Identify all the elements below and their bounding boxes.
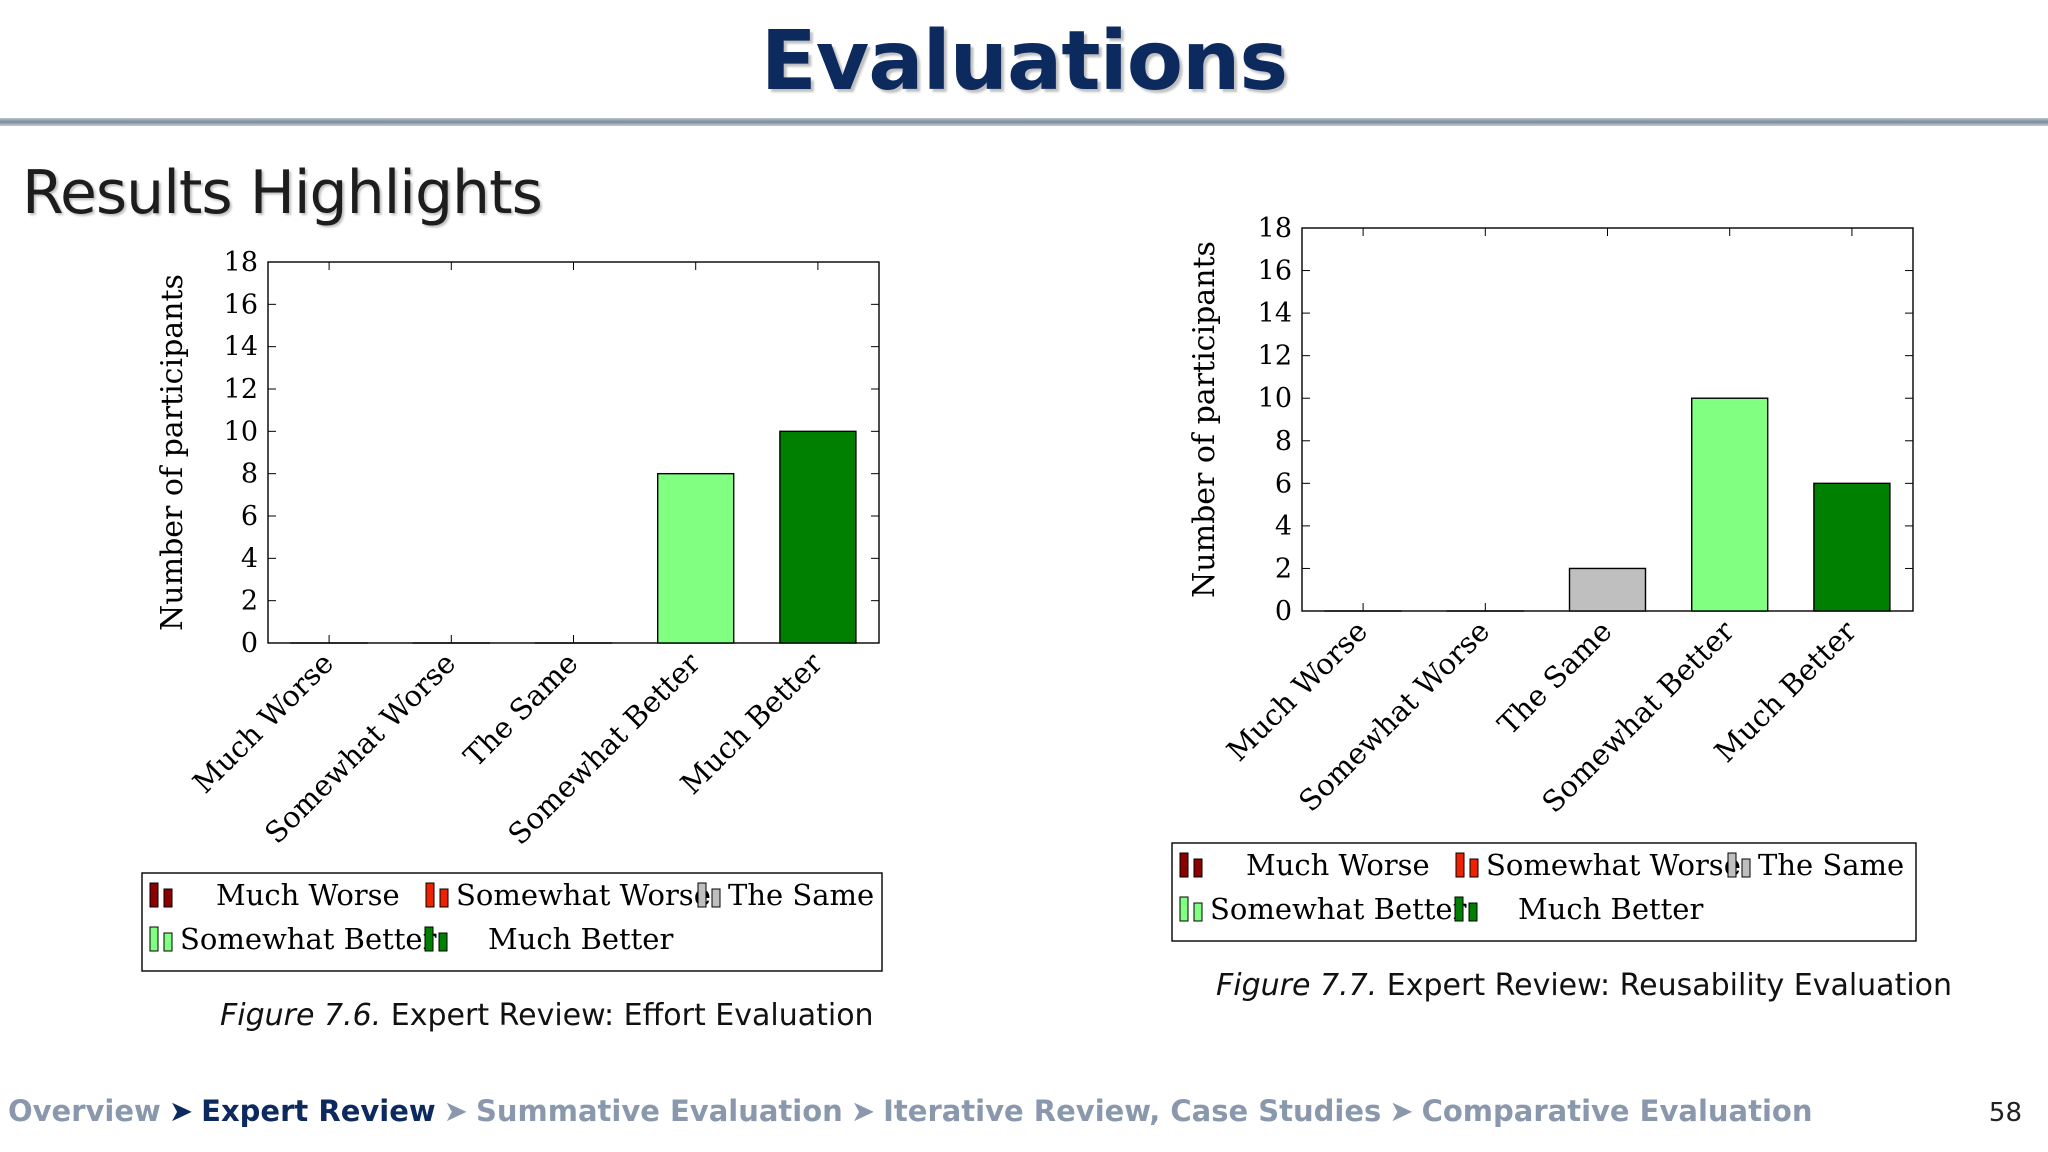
legend-swatch-somewhat-better xyxy=(1193,902,1203,922)
legend-swatch-somewhat-worse xyxy=(1455,852,1465,878)
legend-swatch-somewhat-worse xyxy=(425,882,435,908)
y-axis-label: Number of participants xyxy=(155,274,190,631)
title-divider xyxy=(0,118,2048,126)
y-tick-label: 10 xyxy=(224,416,258,447)
y-tick-label: 12 xyxy=(1258,341,1292,372)
legend-swatch-much-worse xyxy=(163,888,173,908)
y-tick-label: 18 xyxy=(1258,213,1292,244)
figure-caption-text: Expert Review: Reusability Evaluation xyxy=(1386,968,1953,1003)
y-tick-label: 8 xyxy=(241,459,258,490)
breadcrumb-separator-icon: ➤ xyxy=(443,1094,468,1128)
legend-swatch-the-same xyxy=(711,888,721,908)
breadcrumb-iterative-review[interactable]: Iterative Review, Case Studies xyxy=(883,1094,1382,1128)
y-tick-label: 16 xyxy=(224,289,258,320)
y-tick-label: 2 xyxy=(241,586,258,617)
x-category-label: The Same xyxy=(1491,614,1618,741)
bar-the-same xyxy=(1568,567,1647,612)
legend-box xyxy=(1171,842,1917,942)
breadcrumb-expert-review[interactable]: Expert Review xyxy=(201,1094,436,1128)
legend-label: Much Worse xyxy=(216,878,400,912)
y-tick-label: 6 xyxy=(1275,468,1292,499)
figure-caption-effort: Figure 7.6. Expert Review: Effort Evalua… xyxy=(220,998,874,1033)
legend-swatch-the-same xyxy=(1727,852,1737,878)
legend-label: Much Better xyxy=(1518,892,1703,926)
legend-swatch-somewhat-worse xyxy=(1469,858,1479,878)
figure-number: Figure 7.7. xyxy=(1216,968,1378,1003)
y-tick-label: 4 xyxy=(241,543,258,574)
legend-label: Somewhat Worse xyxy=(456,878,711,912)
legend-swatch-somewhat-better xyxy=(149,926,159,952)
breadcrumb-overview[interactable]: Overview xyxy=(8,1094,161,1128)
section-heading: Results Highlights xyxy=(22,158,543,228)
legend-swatch-much-better xyxy=(1468,902,1478,922)
legend-swatch-much-worse xyxy=(149,882,159,908)
y-tick-label: 2 xyxy=(1275,553,1292,584)
legend-swatch-somewhat-better xyxy=(1179,896,1189,922)
y-tick-label: 16 xyxy=(1258,256,1292,287)
legend-swatch-much-better xyxy=(438,932,448,952)
figure-caption-reusability: Figure 7.7. Expert Review: Reusability E… xyxy=(1216,968,1952,1003)
y-tick-label: 14 xyxy=(1258,298,1292,329)
legend-swatch-much-better xyxy=(1454,896,1464,922)
legend-swatch-much-better xyxy=(424,926,434,952)
y-tick-label: 12 xyxy=(224,374,258,405)
y-tick-label: 0 xyxy=(1275,596,1292,627)
breadcrumb-summative-evaluation[interactable]: Summative Evaluation xyxy=(475,1094,843,1128)
breadcrumb-separator-icon: ➤ xyxy=(850,1094,876,1128)
figure-number: Figure 7.6. xyxy=(220,998,382,1033)
legend-label: Somewhat Worse xyxy=(1486,848,1741,882)
y-tick-label: 8 xyxy=(1275,426,1292,457)
page-number: 58 xyxy=(1988,1098,2022,1128)
y-tick-label: 4 xyxy=(1275,511,1292,542)
bar-somewhat-better xyxy=(657,472,735,644)
figure-caption-text: Expert Review: Effort Evaluation xyxy=(390,998,874,1033)
bar-somewhat-better xyxy=(1690,397,1769,612)
breadcrumb-navigation: Overview ➤ Expert Review ➤ Summative Evaluat… xyxy=(8,1094,1812,1128)
y-axis-label: Number of participants xyxy=(1187,241,1222,598)
bar-much-better xyxy=(779,430,857,644)
y-tick-label: 6 xyxy=(241,501,258,532)
y-tick-label: 14 xyxy=(224,332,258,363)
breadcrumb-comparative-evaluation[interactable]: Comparative Evaluation xyxy=(1421,1094,1813,1128)
legend-label: Much Better xyxy=(488,922,673,956)
legend-swatch-somewhat-better xyxy=(163,932,173,952)
legend-label: Much Worse xyxy=(1246,848,1430,882)
legend-box xyxy=(141,872,883,972)
legend-label: The Same xyxy=(728,878,874,912)
legend-label: The Same xyxy=(1758,848,1904,882)
y-tick-label: 10 xyxy=(1258,383,1292,414)
legend-swatch-much-worse xyxy=(1179,852,1189,878)
legend-swatch-the-same xyxy=(1741,858,1751,878)
bar-much-better xyxy=(1813,482,1891,612)
breadcrumb-separator-icon: ➤ xyxy=(1389,1094,1414,1128)
legend-swatch-much-worse xyxy=(1193,858,1203,878)
y-tick-label: 18 xyxy=(224,247,258,278)
breadcrumb-separator-icon: ➤ xyxy=(168,1094,194,1128)
legend-swatch-somewhat-worse xyxy=(439,888,449,908)
y-tick-label: 0 xyxy=(241,628,258,659)
slide-title: Evaluations xyxy=(760,14,1288,109)
legend-swatch-the-same xyxy=(697,882,707,908)
legend-label: Somewhat Better xyxy=(1210,892,1467,926)
legend-label: Somewhat Better xyxy=(180,922,437,956)
